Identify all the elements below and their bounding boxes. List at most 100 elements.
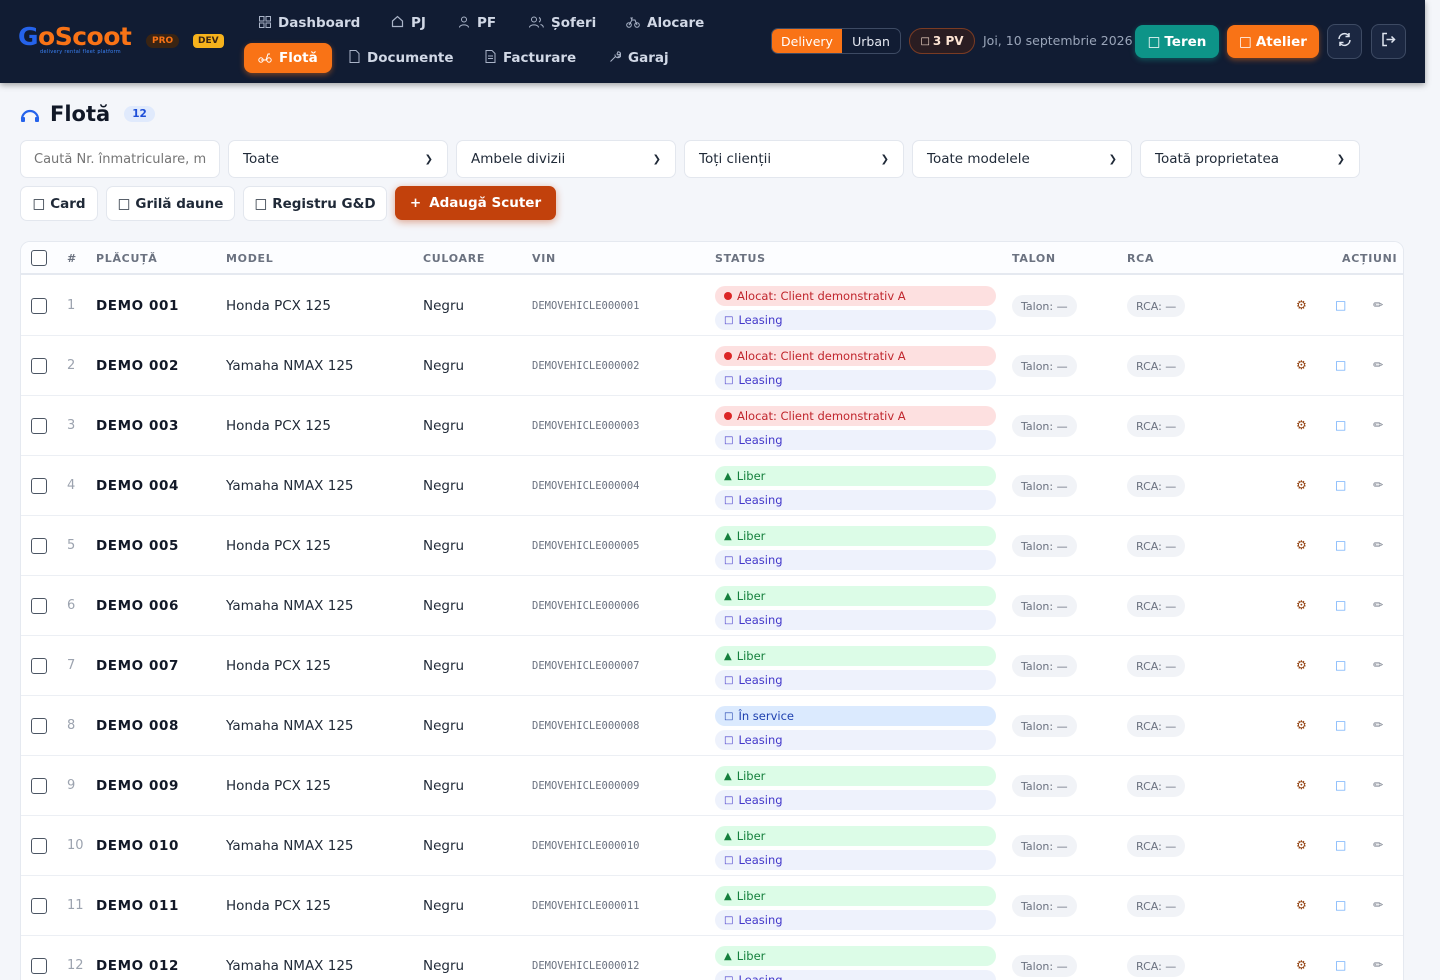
nav-garaj[interactable]: Garaj xyxy=(595,43,683,73)
row-checkbox[interactable] xyxy=(31,838,47,854)
select-all-checkbox[interactable] xyxy=(31,250,47,266)
table-row[interactable]: 6 DEMO 006 Yamaha NMAX 125 Negru DEMOVEHICLE… xyxy=(21,576,1403,636)
division-urban[interactable]: Urban xyxy=(852,33,890,49)
row-checkbox[interactable] xyxy=(31,658,47,674)
nav-documente[interactable]: Documente xyxy=(335,43,468,73)
search-input[interactable] xyxy=(20,140,220,178)
row-checkbox[interactable] xyxy=(31,478,47,494)
pencil-icon[interactable]: ✏ xyxy=(1373,598,1384,612)
row-checkbox[interactable] xyxy=(31,958,47,974)
plate-number[interactable]: DEMO 005 xyxy=(96,538,180,554)
table-row[interactable]: 4 DEMO 004 Yamaha NMAX 125 Negru DEMOVEHICLE… xyxy=(21,456,1403,516)
division-filter-select[interactable]: Ambele divizii ❯ xyxy=(456,140,676,178)
document-icon[interactable]: □ xyxy=(1335,538,1347,552)
refresh-button[interactable] xyxy=(1327,24,1362,59)
document-icon[interactable]: □ xyxy=(1335,718,1347,732)
plate-number[interactable]: DEMO 009 xyxy=(96,778,180,794)
plate-number[interactable]: DEMO 001 xyxy=(96,298,180,314)
nav-dashboard[interactable]: Dashboard xyxy=(245,8,374,38)
nav-flota[interactable]: Flotă xyxy=(244,43,332,73)
plate-number[interactable]: DEMO 003 xyxy=(96,418,180,434)
gear-icon[interactable]: ⚙ xyxy=(1296,598,1307,612)
gear-icon[interactable]: ⚙ xyxy=(1296,538,1307,552)
gear-icon[interactable]: ⚙ xyxy=(1296,658,1307,672)
pencil-icon[interactable]: ✏ xyxy=(1373,778,1384,792)
col-color[interactable]: CULOARE xyxy=(423,252,486,265)
plate-number[interactable]: DEMO 010 xyxy=(96,838,180,854)
pencil-icon[interactable]: ✏ xyxy=(1373,838,1384,852)
document-icon[interactable]: □ xyxy=(1335,358,1347,372)
table-row[interactable]: 7 DEMO 007 Honda PCX 125 Negru DEMOVEHICLE00… xyxy=(21,636,1403,696)
row-checkbox[interactable] xyxy=(31,358,47,374)
pencil-icon[interactable]: ✏ xyxy=(1373,418,1384,432)
document-icon[interactable]: □ xyxy=(1335,838,1347,852)
col-status[interactable]: STATUS xyxy=(715,252,766,265)
row-checkbox[interactable] xyxy=(31,898,47,914)
pencil-icon[interactable]: ✏ xyxy=(1373,658,1384,672)
row-checkbox[interactable] xyxy=(31,778,47,794)
gear-icon[interactable]: ⚙ xyxy=(1296,958,1307,972)
table-row[interactable]: 1 DEMO 001 Honda PCX 125 Negru DEMOVEHICLE00… xyxy=(21,276,1403,336)
document-icon[interactable]: □ xyxy=(1335,478,1347,492)
table-row[interactable]: 5 DEMO 005 Honda PCX 125 Negru DEMOVEHICLE00… xyxy=(21,516,1403,576)
plate-number[interactable]: DEMO 006 xyxy=(96,598,180,614)
client-filter-select[interactable]: Toți clienții ❯ xyxy=(684,140,904,178)
table-row[interactable]: 10 DEMO 010 Yamaha NMAX 125 Negru DEMOVEHICL… xyxy=(21,816,1403,876)
document-icon[interactable]: □ xyxy=(1335,658,1347,672)
gear-icon[interactable]: ⚙ xyxy=(1296,298,1307,312)
goscoot-logo[interactable]: GoScoot delivery rental fleet platform xyxy=(18,22,132,62)
col-vin[interactable]: VIN xyxy=(532,252,556,265)
pencil-icon[interactable]: ✏ xyxy=(1373,358,1384,372)
pencil-icon[interactable]: ✏ xyxy=(1373,898,1384,912)
row-checkbox[interactable] xyxy=(31,298,47,314)
nav-alocare[interactable]: Alocare xyxy=(612,8,718,38)
card-button[interactable]: □ Card xyxy=(20,186,98,221)
table-row[interactable]: 9 DEMO 009 Honda PCX 125 Negru DEMOVEHICLE00… xyxy=(21,756,1403,816)
pencil-icon[interactable]: ✏ xyxy=(1373,538,1384,552)
table-row[interactable]: 11 DEMO 011 Honda PCX 125 Negru DEMOVEHICLE0… xyxy=(21,876,1403,936)
document-icon[interactable]: □ xyxy=(1335,598,1347,612)
nav-pf[interactable]: PF xyxy=(444,8,510,38)
gear-icon[interactable]: ⚙ xyxy=(1296,478,1307,492)
col-plate[interactable]: PLĂCUȚĂ xyxy=(96,252,158,265)
atelier-button[interactable]: □ Atelier xyxy=(1227,25,1319,58)
plate-number[interactable]: DEMO 011 xyxy=(96,898,180,914)
model-filter-select[interactable]: Toate modelele ❯ xyxy=(912,140,1132,178)
row-checkbox[interactable] xyxy=(31,598,47,614)
pencil-icon[interactable]: ✏ xyxy=(1373,478,1384,492)
add-scooter-button[interactable]: + Adaugă Scuter xyxy=(395,186,556,220)
gear-icon[interactable]: ⚙ xyxy=(1296,898,1307,912)
col-model[interactable]: MODEL xyxy=(226,252,274,265)
nav-facturare[interactable]: Facturare xyxy=(471,43,590,73)
row-checkbox[interactable] xyxy=(31,538,47,554)
document-icon[interactable]: □ xyxy=(1335,778,1347,792)
gear-icon[interactable]: ⚙ xyxy=(1296,718,1307,732)
row-checkbox[interactable] xyxy=(31,418,47,434)
plate-number[interactable]: DEMO 008 xyxy=(96,718,180,734)
row-checkbox[interactable] xyxy=(31,718,47,734)
document-icon[interactable]: □ xyxy=(1335,298,1347,312)
registry-button[interactable]: □ Registru G&D xyxy=(243,186,387,221)
table-row[interactable]: 8 DEMO 008 Yamaha NMAX 125 Negru DEMOVEHICLE… xyxy=(21,696,1403,756)
table-row[interactable]: 12 DEMO 012 Yamaha NMAX 125 Negru DEMOVEHICL… xyxy=(21,936,1403,980)
plate-number[interactable]: DEMO 012 xyxy=(96,958,180,974)
nav-soferi[interactable]: Șoferi xyxy=(515,8,610,38)
gear-icon[interactable]: ⚙ xyxy=(1296,838,1307,852)
gear-icon[interactable]: ⚙ xyxy=(1296,778,1307,792)
status-filter-select[interactable]: Toate ❯ xyxy=(228,140,448,178)
plate-number[interactable]: DEMO 004 xyxy=(96,478,180,494)
document-icon[interactable]: □ xyxy=(1335,958,1347,972)
damage-grid-button[interactable]: □ Grilă daune xyxy=(106,186,235,221)
plate-number[interactable]: DEMO 002 xyxy=(96,358,180,374)
gear-icon[interactable]: ⚙ xyxy=(1296,358,1307,372)
table-row[interactable]: 3 DEMO 003 Honda PCX 125 Negru DEMOVEHICLE00… xyxy=(21,396,1403,456)
document-icon[interactable]: □ xyxy=(1335,898,1347,912)
division-delivery[interactable]: Delivery xyxy=(772,29,842,53)
gear-icon[interactable]: ⚙ xyxy=(1296,418,1307,432)
pencil-icon[interactable]: ✏ xyxy=(1373,718,1384,732)
plate-number[interactable]: DEMO 007 xyxy=(96,658,180,674)
teren-button[interactable]: □ Teren xyxy=(1135,25,1219,58)
col-talon[interactable]: TALON xyxy=(1012,252,1056,265)
document-icon[interactable]: □ xyxy=(1335,418,1347,432)
logout-button[interactable] xyxy=(1371,24,1406,59)
